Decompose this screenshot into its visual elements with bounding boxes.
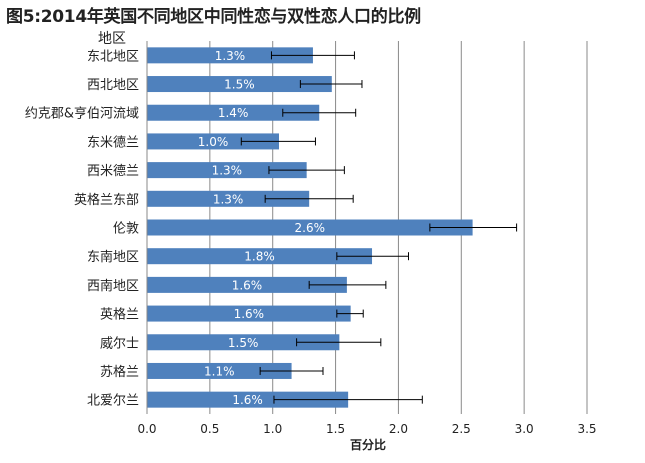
bar xyxy=(147,76,332,93)
data-label: 2.6% xyxy=(295,221,326,235)
category-label: 西米德兰 xyxy=(87,164,139,179)
error-bars xyxy=(240,51,518,404)
category-label: 英格兰 xyxy=(100,307,139,323)
x-axis-title: 百分比 xyxy=(350,437,386,452)
data-label: 1.8% xyxy=(244,250,275,264)
bar xyxy=(147,219,473,236)
bar xyxy=(147,248,373,265)
x-tick-label: 1.0 xyxy=(263,422,282,436)
data-label: 1.3% xyxy=(212,164,243,178)
bar xyxy=(147,190,310,207)
category-label: 东南地区 xyxy=(87,249,139,265)
bar xyxy=(147,104,320,121)
category-label: 东米德兰 xyxy=(87,135,139,150)
category-label: 威尔士 xyxy=(100,336,139,351)
x-tick-label: 2.5 xyxy=(452,422,471,436)
chart-title: 图5:2014年英国不同地区中同性恋与双性恋人口的比例 xyxy=(6,7,421,27)
data-label: 1.6% xyxy=(234,307,265,321)
category-label: 北爱尔兰 xyxy=(87,394,139,409)
bar xyxy=(147,391,349,408)
data-label: 1.3% xyxy=(215,49,246,63)
x-tick-label: 3.5 xyxy=(577,422,596,436)
bar xyxy=(147,305,351,322)
x-tick-label: 0.5 xyxy=(200,422,219,436)
data-label: 1.1% xyxy=(204,364,235,378)
bar xyxy=(147,362,292,379)
x-tick-label: 2.0 xyxy=(389,422,408,436)
y-axis-title: 地区 xyxy=(98,31,126,47)
x-tick-label: 1.5 xyxy=(326,422,345,436)
bar xyxy=(147,276,347,293)
data-label: 1.6% xyxy=(232,278,263,292)
data-label: 1.3% xyxy=(213,192,244,206)
data-label: 1.5% xyxy=(224,78,255,92)
category-label: 苏格兰 xyxy=(100,364,139,380)
data-label: 1.5% xyxy=(228,336,259,350)
x-tick-label: 0.0 xyxy=(137,422,156,436)
category-label: 西南地区 xyxy=(87,278,139,294)
category-label: 东北地区 xyxy=(87,49,139,64)
x-tick-label: 3.0 xyxy=(515,422,534,436)
data-label: 1.4% xyxy=(218,106,249,120)
labels: 0.0 0.5 1.0 1.5 2.0 2.5 3.0 3.5 东北地区 1.3% 西北地区 1.5%… xyxy=(25,49,597,436)
category-label: 英格兰东部 xyxy=(74,192,139,208)
bar xyxy=(147,334,340,351)
bars xyxy=(147,47,473,408)
data-label: 1.6% xyxy=(232,393,263,407)
data-label: 1.0% xyxy=(198,135,229,149)
category-label: 约克郡&亨伯河流域 xyxy=(25,106,139,122)
category-label: 西北地区 xyxy=(87,78,139,93)
category-label: 伦敦 xyxy=(113,221,139,237)
bar xyxy=(147,162,307,179)
bar xyxy=(147,133,279,150)
